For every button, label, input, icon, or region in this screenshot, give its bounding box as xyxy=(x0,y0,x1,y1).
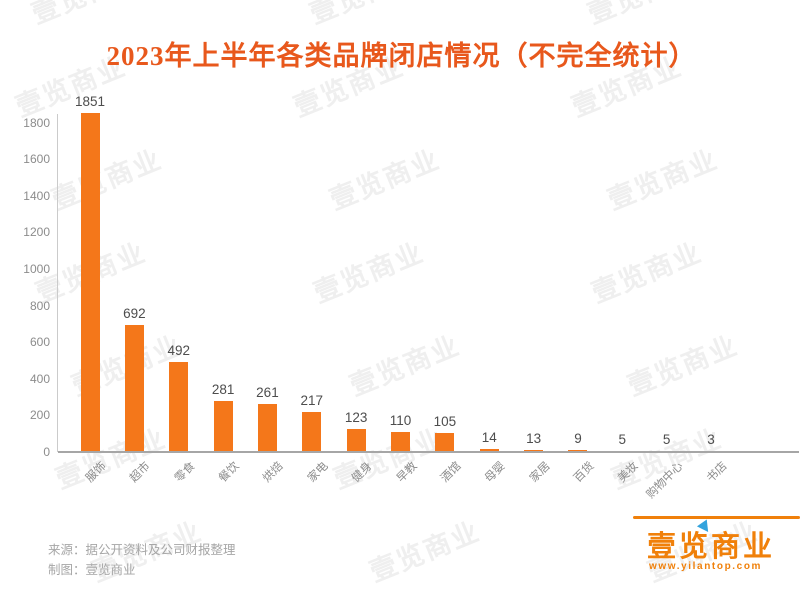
x-axis-label: 早教 xyxy=(394,460,420,485)
yilan-logo: 壹览商业 www.yilantop.com xyxy=(630,514,803,588)
credit-note: 制图：壹览商业 xyxy=(48,563,136,577)
bar-value: 9 xyxy=(574,431,582,447)
bar xyxy=(80,113,100,452)
x-axis-label: 美妆 xyxy=(616,460,641,485)
x-axis-label: 服饰 xyxy=(83,460,109,485)
bar-value: 5 xyxy=(618,432,627,447)
bar xyxy=(302,412,322,452)
bar-value: 261 xyxy=(256,385,279,401)
bar xyxy=(435,432,455,452)
bar xyxy=(391,431,411,452)
logo-rule xyxy=(633,516,800,519)
x-axis-label: 母婴 xyxy=(483,460,508,485)
bar-value: 1851 xyxy=(74,94,106,110)
x-axis-label: 购物中心 xyxy=(644,460,686,502)
x-axis-label: 家电 xyxy=(305,460,331,485)
x-axis-label: 书店 xyxy=(704,460,730,485)
chart-title: 2023年上半年各类品牌闭店情况（不完全统计） xyxy=(106,41,697,71)
bar-value: 105 xyxy=(433,413,457,429)
bar-value: 13 xyxy=(526,430,542,446)
x-axis-label: 超市 xyxy=(128,460,153,485)
bar xyxy=(257,404,277,452)
plot-area: 1851 服饰 692 超市 492 零食 281 餐饮 261 烘焙 217 家电 123 健身 110 早… xyxy=(58,94,799,501)
x-axis-label: 家居 xyxy=(527,460,553,485)
y-axis-line xyxy=(57,114,58,452)
x-axis-label: 酒馆 xyxy=(438,460,464,485)
bar xyxy=(213,400,233,452)
x-axis-label: 烘焙 xyxy=(261,460,287,485)
y-axis-tick-label: 200 xyxy=(29,408,50,423)
y-axis-tick-label: 1600 xyxy=(23,152,50,167)
bar xyxy=(346,429,366,452)
x-axis-label: 零食 xyxy=(172,460,198,485)
y-axis-tick-label: 400 xyxy=(29,371,50,386)
bar-value: 123 xyxy=(344,410,368,426)
y-axis-tick-label: 600 xyxy=(29,335,50,350)
y-axis: 0 200 400 600 800 1000 1200 1400 1600 1800 xyxy=(6,0,50,588)
bar xyxy=(524,449,544,452)
y-axis-tick-label: 1800 xyxy=(23,115,50,130)
bar-value: 692 xyxy=(123,306,146,322)
source-note: 来源：据公开资料及公司财报整理 xyxy=(48,543,236,557)
logo-wordmark: 壹览商业 xyxy=(647,531,776,563)
y-axis-tick-label: 1400 xyxy=(23,188,50,203)
bar xyxy=(479,449,499,452)
watermark-text: 壹览商业 xyxy=(303,0,425,31)
bar-value: 110 xyxy=(389,412,412,428)
bar-value: 14 xyxy=(481,430,497,446)
x-axis-label: 百货 xyxy=(571,460,597,485)
bar xyxy=(169,361,189,452)
bar-value: 217 xyxy=(300,393,324,409)
x-axis-label: 健身 xyxy=(350,460,375,485)
y-axis-tick-label: 1200 xyxy=(23,225,50,240)
y-axis-tick-label: 0 xyxy=(43,445,50,459)
bar-value: 281 xyxy=(211,381,235,397)
bar-value: 492 xyxy=(167,342,190,358)
logo-website: www.yilantop.com xyxy=(649,561,763,572)
watermark-text: 壹览商业 xyxy=(581,0,703,31)
bar-value: 3 xyxy=(707,432,715,447)
bar-value: 5 xyxy=(662,432,671,447)
bar xyxy=(124,325,144,452)
x-axis-label: 餐饮 xyxy=(216,460,242,485)
x-axis-line xyxy=(58,451,799,453)
y-axis-tick-label: 800 xyxy=(29,298,50,313)
watermark-text: 壹览商业 xyxy=(365,516,485,588)
y-axis-tick-label: 1000 xyxy=(23,262,50,276)
footer: 来源：据公开资料及公司财报整理 制图：壹览商业 xyxy=(48,540,236,580)
